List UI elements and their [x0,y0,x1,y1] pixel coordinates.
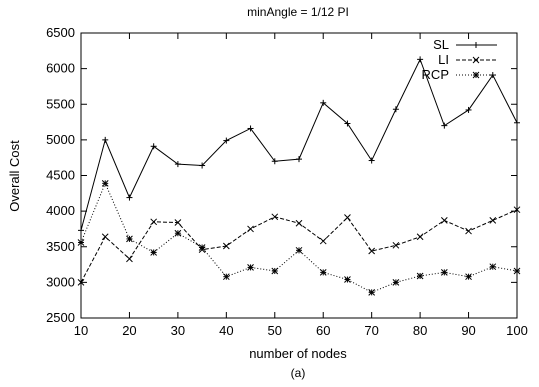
data-point-rcp [465,273,472,281]
y-tick-label: 6500 [46,25,75,40]
series-layer [77,56,521,296]
data-point-li [101,233,109,241]
data-point-sl [150,143,157,150]
y-tick-label: 4000 [46,203,75,218]
data-point-rcp [198,244,206,251]
data-point-rcp [344,276,351,283]
data-point-rcp [319,269,327,276]
data-point-li [392,241,400,249]
y-tick-label: 3000 [46,274,75,289]
data-point-rcp [513,267,521,275]
x-tick-label: 80 [413,323,427,338]
data-point-rcp [222,273,230,281]
x-tick-label: 60 [316,323,330,338]
data-point-li [319,237,327,245]
data-point-rcp [271,267,279,275]
data-point-li [150,218,158,226]
data-point-sl [271,158,278,165]
legend-label-rcp: RCP [422,67,449,82]
data-point-sl [102,136,109,143]
y-tick-label: 4500 [46,168,75,183]
data-point-li [295,219,303,227]
data-point-sl [126,194,133,201]
data-point-rcp [368,288,376,296]
x-tick-label: 90 [461,323,475,338]
data-point-rcp [416,272,424,280]
legend-marker-rcp [472,71,480,79]
y-tick-label: 2500 [46,310,75,325]
series-line-rcp [80,182,518,293]
data-point-li [416,233,424,241]
series-line-li [80,209,518,283]
x-tick-label: 20 [122,323,136,338]
series-line-sl [80,58,518,231]
data-point-sl [441,122,448,129]
legend-marker-li [472,56,480,64]
data-point-li [247,225,254,233]
x-tick-label: 70 [364,323,378,338]
x-tick-label: 100 [506,323,528,338]
data-point-li [271,213,279,221]
data-point-rcp [392,279,400,286]
data-point-rcp [440,269,448,276]
y-tick-label: 5000 [46,132,75,147]
data-point-li [368,247,376,255]
data-point-sl [514,119,520,126]
data-point-sl [199,162,206,169]
data-point-rcp [150,249,158,256]
y-tick-label: 3500 [46,239,75,254]
data-point-sl [465,106,472,113]
data-point-sl [392,106,399,113]
x-tick-label: 10 [74,323,88,338]
data-point-sl [296,156,302,163]
data-point-li [344,214,351,221]
data-point-sl [247,125,254,132]
x-axis: 10 20 30 40 50 60 70 80 90 100 [74,33,528,338]
data-point-rcp [489,263,497,271]
figure-caption: (a) [291,366,306,380]
x-tick-label: 40 [219,323,233,338]
data-point-rcp [247,264,254,271]
y-axis-label: Overall Cost [7,140,22,212]
data-point-li [126,255,133,263]
data-point-sl [320,99,327,106]
data-point-rcp [77,239,85,246]
data-point-li [465,227,472,235]
chart-title: minAngle = 1/12 PI [247,5,349,19]
data-point-li [77,279,85,286]
legend-label-li: LI [438,52,449,67]
x-tick-label: 50 [268,323,282,338]
data-point-li [222,242,230,250]
data-point-sl [417,56,424,63]
data-point-rcp [174,229,182,237]
data-point-li [174,219,182,226]
legend-marker-sl [473,42,479,48]
data-point-li [513,206,521,214]
data-point-li [440,217,448,224]
legend-label-sl: SL [433,37,449,52]
y-tick-label: 5500 [46,96,75,111]
x-tick-label: 30 [171,323,185,338]
data-point-sl [344,120,351,127]
data-point-sl [223,137,230,144]
data-point-sl [174,161,181,168]
data-point-sl [78,227,84,234]
y-tick-label: 6000 [46,61,75,76]
plot-frame [80,32,518,319]
y-axis: 2500 3000 3500 4000 4500 5000 5500 6000 6500 [46,25,517,325]
data-point-rcp [126,235,133,243]
data-point-li [489,217,497,224]
data-point-rcp [101,179,109,187]
x-axis-label: number of nodes [249,346,347,361]
data-point-rcp [295,246,303,254]
data-point-sl [368,157,375,164]
